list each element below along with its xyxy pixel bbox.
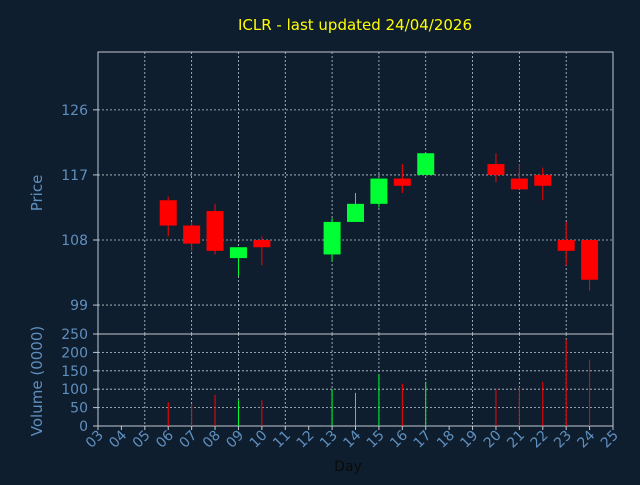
x-tick-label: 18 <box>434 428 458 452</box>
volume-y-tick-label: 250 <box>61 327 88 343</box>
price-y-tick-label: 99 <box>70 298 88 314</box>
candle-body <box>487 164 505 175</box>
x-tick-label: 10 <box>247 428 271 452</box>
price-y-tick-label: 117 <box>61 168 88 184</box>
candle-body <box>417 153 435 175</box>
x-tick-label: 14 <box>340 427 364 451</box>
candle-body <box>347 203 364 222</box>
volume-y-tick-label: 0 <box>79 419 88 435</box>
candle-body <box>534 174 552 186</box>
x-tick-label: 04 <box>106 427 130 451</box>
x-tick-label: 09 <box>223 428 247 452</box>
x-tick-label: 22 <box>528 428 552 452</box>
candles <box>159 153 599 291</box>
candle-body <box>557 240 575 251</box>
candle-body <box>510 178 528 190</box>
candle-body <box>393 178 411 186</box>
x-tick-label: 23 <box>551 428 575 452</box>
candle-body <box>370 178 388 204</box>
x-tick-label: 24 <box>574 427 598 451</box>
volume-bars <box>167 339 591 426</box>
x-tick-label: 11 <box>270 428 294 452</box>
x-tick-label: 07 <box>177 428 201 452</box>
volume-axis-label: Volume (0000) <box>28 326 46 436</box>
volume-y-tick-label: 200 <box>61 345 88 361</box>
volume-y-tick-labels: 0 50 100 150 200 250 <box>61 327 98 435</box>
x-axis-label: Day <box>334 459 362 475</box>
candle-body <box>159 200 177 226</box>
x-tick-label: 15 <box>364 428 388 452</box>
x-tick-label: 16 <box>387 427 411 451</box>
x-tick-label: 19 <box>457 428 481 452</box>
candle-body <box>581 240 599 280</box>
x-tick-label: 12 <box>294 428 318 452</box>
x-tick-label: 06 <box>153 427 177 451</box>
candle-body <box>253 240 271 248</box>
x-tick-labels: 03 04 05 06 07 08 09 10 11 12 13 14 15 16 17 18 19 20 21 22… <box>83 426 622 451</box>
chart-title: ICLR - last updated 24/04/2026 <box>238 16 472 34</box>
volume-y-tick-label: 150 <box>61 364 88 380</box>
candle-body <box>206 211 224 251</box>
candle-body <box>229 247 247 259</box>
x-tick-label: 25 <box>598 428 622 452</box>
x-tick-label: 05 <box>130 428 154 452</box>
candle-body <box>183 225 201 244</box>
price-y-tick-label: 108 <box>61 233 88 249</box>
price-y-tick-labels: 99 108 117 126 <box>61 103 98 314</box>
volume-y-tick-label: 50 <box>70 401 88 417</box>
volume-y-tick-label: 100 <box>61 382 88 398</box>
x-tick-label: 13 <box>317 428 341 452</box>
price-axis-label: Price <box>28 175 46 212</box>
x-tick-label: 17 <box>411 428 435 452</box>
x-tick-label: 21 <box>504 428 528 452</box>
price-y-tick-label: 126 <box>61 103 88 119</box>
x-tick-label: 20 <box>481 428 505 452</box>
x-tick-label: 08 <box>200 428 224 452</box>
candle-body <box>323 221 341 255</box>
